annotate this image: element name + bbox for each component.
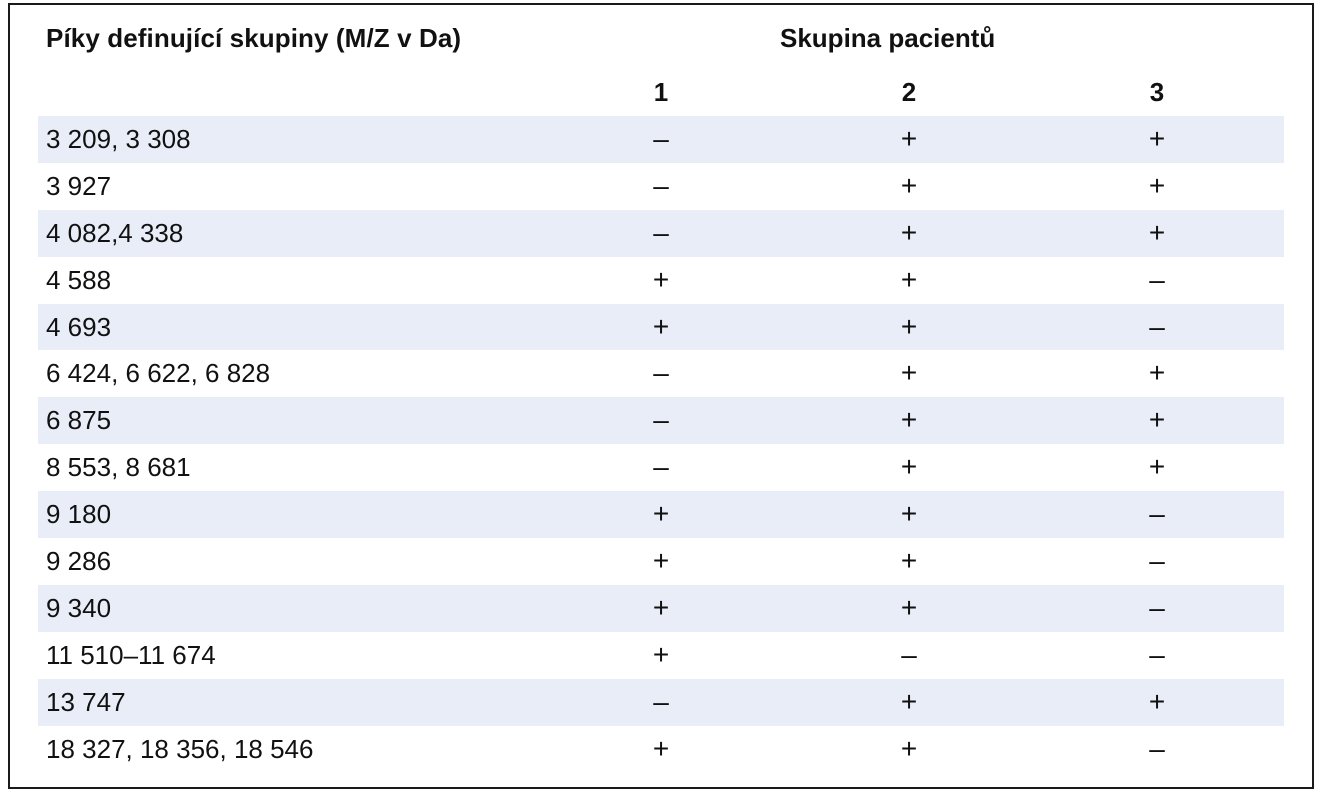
- row-group-3-value: +: [1148, 123, 1166, 154]
- row-group-2-value: +: [900, 498, 918, 530]
- table-row: 4 693 + + –: [38, 303, 1284, 351]
- table-frame: Píky definující skupiny (M/Z v Da) Skupi…: [8, 3, 1314, 789]
- row-group-3-value: –: [1149, 545, 1165, 577]
- table-row: 9 180 + + –: [38, 491, 1284, 539]
- subheader-group-2: 2: [901, 77, 917, 107]
- row-group-2-value: +: [900, 451, 918, 483]
- row-group-2-value: +: [900, 732, 918, 764]
- table-row: 6 875 – + +: [38, 397, 1284, 445]
- table-row: 18 327, 18 356, 18 546 + + –: [38, 726, 1284, 773]
- row-group-1-value: –: [653, 216, 669, 248]
- table-row: 4 588 + + –: [38, 257, 1284, 304]
- row-group-1-value: +: [652, 310, 670, 342]
- row-group-2-value: +: [900, 685, 918, 717]
- row-group-3-value: –: [1149, 732, 1165, 764]
- row-group-2-value: +: [900, 169, 918, 201]
- subheader-group-3: 3: [1149, 77, 1165, 107]
- row-group-2-value: +: [900, 545, 918, 577]
- table-body: 3 209, 3 308 – + +3 927 – + +4 082,4 338 – + +4 5…: [38, 116, 1284, 772]
- table-row: 6 424, 6 622, 6 828 – + +: [38, 350, 1284, 397]
- table-row: 13 747 – + +: [38, 678, 1284, 726]
- row-peaks-label: 3 209, 3 308: [46, 124, 191, 154]
- row-group-1-value: –: [653, 685, 669, 717]
- row-group-2-value: +: [900, 263, 918, 295]
- row-group-3-value: +: [1148, 357, 1166, 389]
- column-header-patient-group: Skupina pacientů: [780, 23, 996, 53]
- row-group-1-value: +: [652, 498, 670, 530]
- row-group-2-value: +: [900, 591, 918, 623]
- row-peaks-label: 4 693: [46, 311, 112, 342]
- row-peaks-label: 4 082,4 338: [46, 217, 184, 248]
- row-group-3-value: +: [1148, 216, 1166, 248]
- row-group-3-value: –: [1149, 591, 1165, 623]
- table-row: 8 553, 8 681 – + +: [38, 444, 1284, 491]
- row-group-2-value: +: [900, 357, 918, 389]
- row-group-1-value: –: [653, 123, 669, 154]
- row-peaks-label: 4 588: [46, 264, 112, 295]
- row-peaks-label: 9 340: [46, 592, 112, 623]
- row-group-1-value: –: [653, 169, 669, 201]
- row-group-2-value: +: [900, 123, 918, 154]
- row-group-1-value: +: [652, 263, 670, 295]
- row-group-3-value: –: [1149, 310, 1165, 342]
- row-group-3-value: –: [1149, 263, 1165, 295]
- table-row: 3 927 – + +: [38, 163, 1284, 210]
- row-peaks-label: 18 327, 18 356, 18 546: [46, 733, 314, 764]
- row-peaks-label: 13 747: [46, 686, 126, 717]
- row-group-3-value: +: [1148, 404, 1166, 436]
- row-group-1-value: +: [652, 545, 670, 577]
- row-group-1-value: –: [653, 451, 669, 483]
- row-group-3-value: –: [1149, 638, 1165, 670]
- row-peaks-label: 8 553, 8 681: [46, 452, 191, 483]
- table-row: 9 286 + + –: [38, 538, 1284, 585]
- row-group-1-value: –: [653, 357, 669, 389]
- row-group-3-value: +: [1148, 685, 1166, 717]
- row-group-1-value: +: [652, 591, 670, 623]
- row-group-3-value: +: [1148, 169, 1166, 201]
- table-row: 4 082,4 338 – + +: [38, 209, 1284, 257]
- row-group-1-value: –: [653, 404, 669, 436]
- row-peaks-label: 9 286: [46, 546, 112, 577]
- row-group-2-value: +: [900, 310, 918, 342]
- row-peaks-label: 6 875: [46, 405, 112, 436]
- subheader-group-1: 1: [653, 77, 669, 107]
- row-group-3-value: +: [1148, 451, 1166, 483]
- row-group-1-value: +: [652, 638, 670, 670]
- row-peaks-label: 3 927: [46, 170, 112, 201]
- table-row: 11 510–11 674 + – –: [38, 632, 1284, 679]
- row-group-2-value: +: [900, 216, 918, 248]
- table-row: 3 209, 3 308 – + +: [38, 116, 1284, 163]
- row-peaks-label: 11 510–11 674: [46, 639, 216, 670]
- row-group-2-value: +: [900, 404, 918, 436]
- column-header-peaks: Píky definující skupiny (M/Z v Da): [46, 23, 462, 53]
- row-group-2-value: –: [901, 638, 917, 670]
- row-group-3-value: –: [1149, 498, 1165, 530]
- row-group-1-value: +: [652, 732, 670, 764]
- row-peaks-label: 9 180: [46, 499, 112, 530]
- table-row: 9 340 + + –: [38, 584, 1284, 632]
- row-peaks-label: 6 424, 6 622, 6 828: [46, 358, 271, 389]
